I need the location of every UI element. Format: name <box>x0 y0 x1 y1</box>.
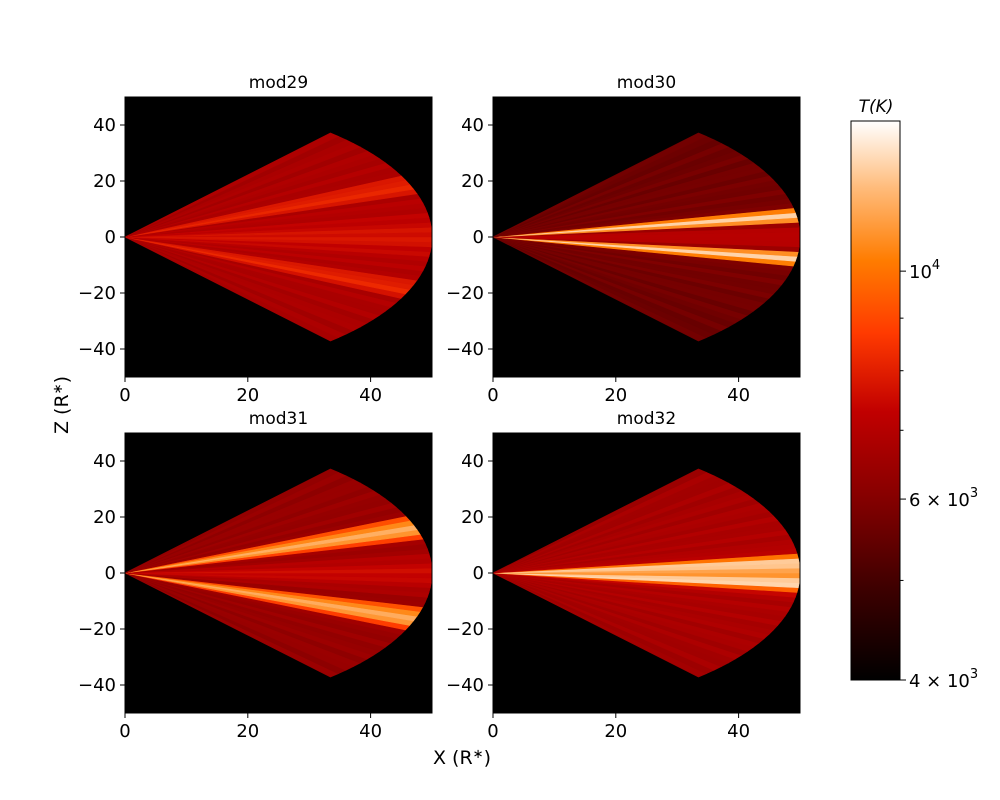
y-tick-label: 20 <box>461 507 484 528</box>
y-tick-label: −40 <box>78 339 116 360</box>
y-tick-label: 20 <box>461 171 484 192</box>
y-tick-label: −20 <box>446 283 484 304</box>
y-tick-label: −20 <box>78 619 116 640</box>
x-tick-label: 40 <box>727 721 750 742</box>
x-tick-label: 40 <box>359 385 382 406</box>
panel-mod29: mod29 0 20 40 40 20 0 −20 −40 <box>78 73 433 406</box>
colorbar-title: T(K) <box>859 97 894 117</box>
wedge-cell <box>493 132 707 238</box>
x-tick-label: 20 <box>604 721 627 742</box>
y-tick-label: 0 <box>473 227 484 248</box>
panel-mod30: mod30 0 20 40 40 20 0 −20 −40 <box>446 73 801 406</box>
x-tick-label: 40 <box>359 721 382 742</box>
y-tick-label: 0 <box>105 227 116 248</box>
colorbar-gradient <box>850 120 901 681</box>
y-tick-label: −20 <box>78 283 116 304</box>
colorbar-ticks: 104 6 × 103 4 × 103 <box>900 258 978 692</box>
x-tick-label: 0 <box>487 721 498 742</box>
y-tick-label: −40 <box>446 339 484 360</box>
colorbar-tick-label: 4 × 103 <box>909 667 978 692</box>
wedge-cell <box>493 468 707 574</box>
panel-mod31: mod31 0 20 40 40 20 0 −20 −40 <box>78 409 433 742</box>
y-tick-label: 20 <box>93 507 116 528</box>
x-tick-label: 0 <box>119 721 130 742</box>
y-tick-label: 40 <box>461 115 484 136</box>
x-tick-label: 0 <box>119 385 130 406</box>
y-tick-label: 40 <box>93 115 116 136</box>
y-tick-label: 40 <box>461 451 484 472</box>
x-tick-label: 40 <box>727 385 750 406</box>
panel-title: mod30 <box>617 73 676 93</box>
wedge-cell <box>125 468 339 574</box>
y-tick-label: 0 <box>105 563 116 584</box>
wedge-cell <box>125 132 339 238</box>
x-tick-label: 20 <box>236 385 259 406</box>
y-tick-label: −20 <box>446 619 484 640</box>
x-tick-label: 20 <box>236 721 259 742</box>
y-tick-label: −40 <box>446 675 484 696</box>
colorbar-tick-label: 6 × 103 <box>909 486 978 511</box>
colorbar-tick-label: 104 <box>909 258 940 283</box>
y-tick-label: 20 <box>93 171 116 192</box>
panels-group: mod29 0 20 40 40 20 0 −20 −40 mod30 0 20 40 40 20 0 −20 −… <box>78 73 801 742</box>
y-tick-label: 0 <box>473 563 484 584</box>
x-tick-label: 0 <box>487 385 498 406</box>
panel-title: mod29 <box>249 73 308 93</box>
y-tick-label: 40 <box>93 451 116 472</box>
y-axis-label: Z (R∗) <box>51 376 73 434</box>
y-tick-label: −40 <box>78 675 116 696</box>
x-tick-label: 20 <box>604 385 627 406</box>
panel-mod32: mod32 0 20 40 40 20 0 −20 −40 <box>446 409 801 742</box>
panel-title: mod32 <box>617 409 676 429</box>
x-axis-label: X (R∗) <box>433 747 491 769</box>
panel-title: mod31 <box>249 409 308 429</box>
colorbar: T(K) 104 6 × 103 4 × 103 <box>850 97 978 692</box>
